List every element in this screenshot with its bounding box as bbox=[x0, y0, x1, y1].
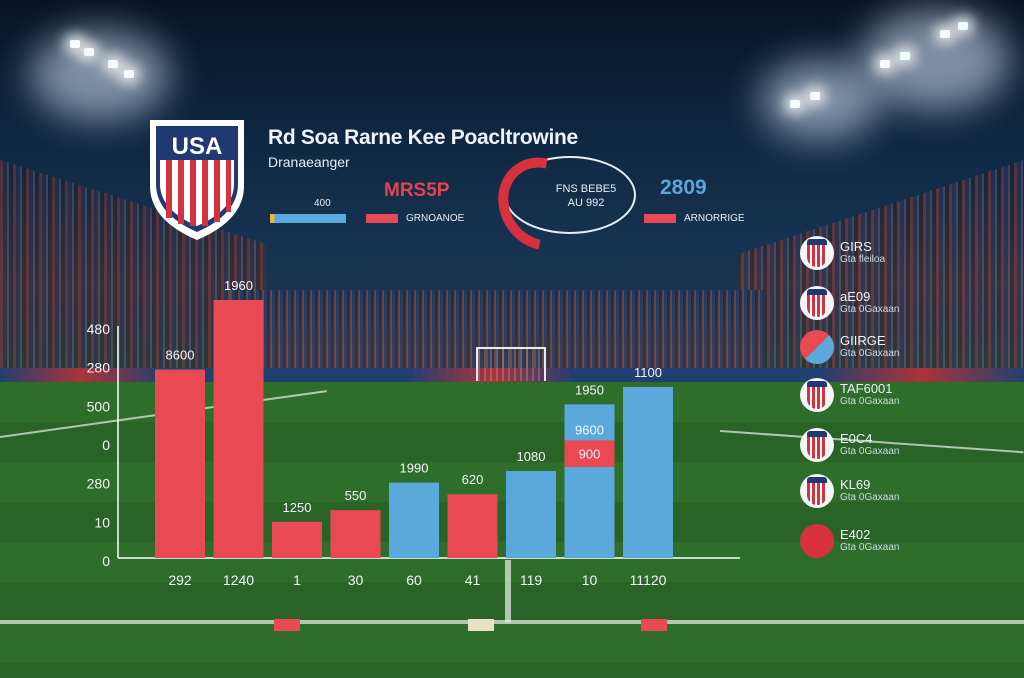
legend-value: E0C4 bbox=[840, 431, 873, 446]
stat-value-1: MRS5P bbox=[384, 180, 450, 201]
stat-value-3: 2809 bbox=[660, 176, 707, 199]
legend-sub: Gta 0Gaxaan bbox=[840, 348, 900, 359]
legend-value: E402 bbox=[840, 527, 871, 542]
data-label: 8600 bbox=[166, 348, 195, 363]
data-label: 1250 bbox=[283, 500, 312, 515]
legend-sub: Gta 0Gaxaan bbox=[840, 492, 900, 503]
legend-value: GIIRGE bbox=[840, 333, 886, 348]
y-tick-label: 280 bbox=[87, 476, 111, 492]
y-tick-label: 0 bbox=[102, 437, 110, 453]
stat-label-1: GRNOANOE bbox=[406, 213, 465, 224]
y-tick-label: 10 bbox=[94, 514, 110, 530]
data-label: 1080 bbox=[517, 449, 546, 464]
usa-badge-icon bbox=[800, 428, 834, 462]
pitch-marker-red-2 bbox=[641, 619, 667, 631]
y-tick-label: 280 bbox=[87, 360, 111, 376]
data-label: 1990 bbox=[400, 461, 429, 476]
legend-item: TAF6001 Gta 0Gaxaan bbox=[800, 378, 1000, 414]
usa-badge-icon bbox=[800, 286, 834, 320]
legend-sub: Gta 0Gaxaan bbox=[840, 304, 900, 315]
x-tick-label: 60 bbox=[406, 572, 422, 588]
usa-crest-logo: USA bbox=[150, 120, 244, 240]
bar bbox=[272, 521, 322, 558]
pitch-marker-red bbox=[274, 619, 300, 631]
x-tick-label: 10 bbox=[582, 572, 598, 588]
bar bbox=[389, 482, 439, 558]
x-tick-label: 292 bbox=[168, 572, 192, 588]
page-title: Rd Soa Rarne Kee Poacltrowine bbox=[268, 126, 578, 149]
bar bbox=[155, 369, 205, 558]
stat-ring-text: FNS BEBE5 AU 992 bbox=[555, 183, 617, 209]
usa-badge-icon bbox=[800, 378, 834, 412]
legend-item: E0C4 Gta 0Gaxaan bbox=[800, 428, 1000, 464]
legend-sub: Gta fleiloa bbox=[840, 254, 886, 265]
x-tick-label: 119 bbox=[520, 572, 543, 588]
legend-item: aE09 Gta 0Gaxaan bbox=[800, 286, 1000, 322]
bar bbox=[506, 471, 556, 558]
usa-badge-icon bbox=[800, 524, 834, 558]
x-tick-label: 41 bbox=[465, 572, 481, 588]
y-tick-label: 480 bbox=[87, 321, 111, 337]
overlay-inner-label: 900 bbox=[579, 447, 601, 462]
stat-small-value: 400 bbox=[314, 198, 331, 209]
y-tick-label: 0 bbox=[102, 553, 110, 569]
legend-value: GIRS bbox=[840, 239, 872, 254]
legend-value: aE09 bbox=[840, 289, 871, 304]
usa-badge-icon bbox=[800, 474, 834, 508]
y-tick-label: 500 bbox=[87, 398, 111, 414]
stat-ring bbox=[504, 156, 636, 234]
bar bbox=[330, 510, 381, 558]
data-label: 1960 bbox=[224, 278, 253, 293]
data-label: 1950 bbox=[575, 382, 604, 397]
usa-badge-icon bbox=[800, 236, 834, 270]
stat-bar-red bbox=[366, 214, 398, 223]
overlay-bar bbox=[564, 440, 615, 467]
bar bbox=[447, 494, 498, 558]
goal-post bbox=[476, 347, 546, 381]
stat-bar-red-2 bbox=[644, 214, 676, 223]
x-tick-label: 1 bbox=[293, 572, 301, 588]
bar bbox=[213, 300, 264, 558]
page-subtitle: Dranaeanger bbox=[268, 154, 350, 170]
usa-badge-icon bbox=[800, 330, 834, 364]
bar bbox=[564, 404, 615, 558]
legend-sub: Gta 0Gaxaan bbox=[840, 542, 900, 553]
bar bbox=[623, 386, 673, 558]
data-label: 550 bbox=[345, 488, 367, 503]
x-tick-label: 1240 bbox=[223, 572, 254, 588]
pitch-marker-cream bbox=[468, 619, 494, 631]
legend-item: GIRS Gta fleiloa bbox=[800, 236, 1000, 272]
legend-value: KL69 bbox=[840, 477, 871, 492]
legend-item: KL69 Gta 0Gaxaan bbox=[800, 474, 1000, 510]
legend-sub: Gta 0Gaxaan bbox=[840, 396, 900, 407]
legend-item: GIIRGE Gta 0Gaxaan bbox=[800, 330, 1000, 366]
overlay-label: 9600 bbox=[575, 422, 604, 437]
data-label: 1100 bbox=[634, 365, 662, 380]
x-tick-label: 30 bbox=[348, 572, 364, 588]
stat-bar-blue bbox=[270, 214, 346, 223]
legend-value: TAF6001 bbox=[840, 381, 893, 396]
legend-sub: Gta 0Gaxaan bbox=[840, 446, 900, 457]
x-tick-label: 11120 bbox=[630, 572, 667, 588]
data-label: 620 bbox=[462, 472, 484, 487]
stat-label-3: ARNORRIGE bbox=[684, 213, 745, 224]
legend-item: E402 Gta 0Gaxaan bbox=[800, 524, 1000, 560]
crest-text: USA bbox=[172, 133, 223, 160]
